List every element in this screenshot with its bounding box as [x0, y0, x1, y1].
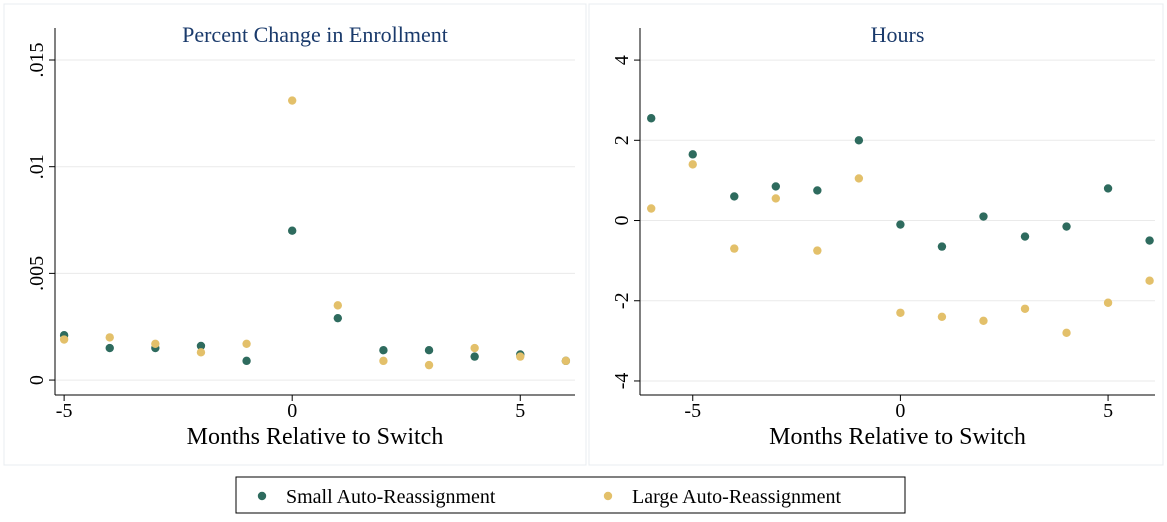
point — [561, 356, 571, 366]
point — [151, 339, 160, 348]
x-axis-label: Months Relative to Switch — [187, 424, 444, 450]
legend-label: Small Auto-Reassignment — [286, 486, 496, 508]
point — [937, 312, 947, 321]
y-tick-label: .005 — [26, 256, 48, 291]
panel-frame — [3, 3, 587, 466]
point — [59, 335, 69, 344]
y-tick-label: -4 — [611, 373, 633, 390]
y-tick-label: .015 — [26, 43, 48, 78]
point — [979, 212, 988, 221]
legend: Small Auto-Reassignment Large Auto-Reassi… — [235, 476, 906, 514]
point — [196, 341, 206, 351]
point — [1062, 222, 1071, 231]
y-tick-label: 4 — [611, 55, 633, 65]
point — [1145, 276, 1154, 285]
point — [333, 313, 343, 323]
point — [105, 343, 114, 353]
point — [854, 174, 864, 183]
legend-box — [235, 476, 906, 514]
x-tick-label: -5 — [56, 400, 73, 422]
x-tick-label: 5 — [1103, 400, 1113, 422]
legend-marker — [603, 491, 613, 501]
point — [516, 352, 525, 361]
point — [379, 345, 388, 355]
point — [105, 333, 114, 342]
point — [771, 182, 781, 191]
point — [1062, 328, 1071, 338]
x-tick-label: -5 — [684, 400, 701, 422]
point — [1020, 304, 1030, 313]
y-tick-label: -2 — [611, 292, 633, 309]
y-tick-label: .01 — [26, 154, 48, 179]
point — [1145, 236, 1154, 245]
point — [1103, 184, 1113, 193]
point — [287, 96, 297, 105]
legend-label: Large Auto-Reassignment — [632, 486, 841, 508]
point — [771, 194, 781, 203]
point — [896, 220, 905, 229]
legend-marker — [257, 491, 267, 501]
point — [896, 308, 905, 317]
point — [647, 114, 656, 123]
point — [688, 150, 697, 159]
x-tick-label: 5 — [515, 400, 525, 422]
point — [1020, 232, 1030, 241]
x-tick-label: 0 — [895, 400, 905, 422]
point — [470, 343, 479, 353]
point — [196, 348, 206, 357]
point — [730, 244, 739, 253]
point — [379, 356, 388, 366]
y-tick-label: 2 — [611, 135, 633, 145]
y-tick-label: 0 — [611, 216, 633, 226]
chart-title: Hours — [871, 22, 925, 47]
point — [688, 160, 697, 169]
point — [937, 242, 947, 251]
point — [424, 360, 434, 370]
panel-frame — [588, 3, 1164, 466]
point — [813, 186, 822, 195]
point — [813, 246, 822, 255]
x-axis-label: Months Relative to Switch — [769, 424, 1026, 450]
point — [242, 356, 251, 366]
point — [333, 301, 343, 310]
x-tick-label: 0 — [287, 400, 297, 422]
chart-title: Percent Change in Enrollment — [182, 22, 448, 47]
point — [730, 192, 739, 201]
point — [1103, 298, 1113, 307]
point — [854, 136, 864, 145]
point — [424, 345, 434, 355]
point — [242, 339, 251, 348]
point — [470, 352, 479, 361]
point — [647, 204, 656, 213]
y-tick-label: 0 — [26, 375, 48, 385]
point — [287, 226, 297, 235]
point — [979, 316, 988, 325]
